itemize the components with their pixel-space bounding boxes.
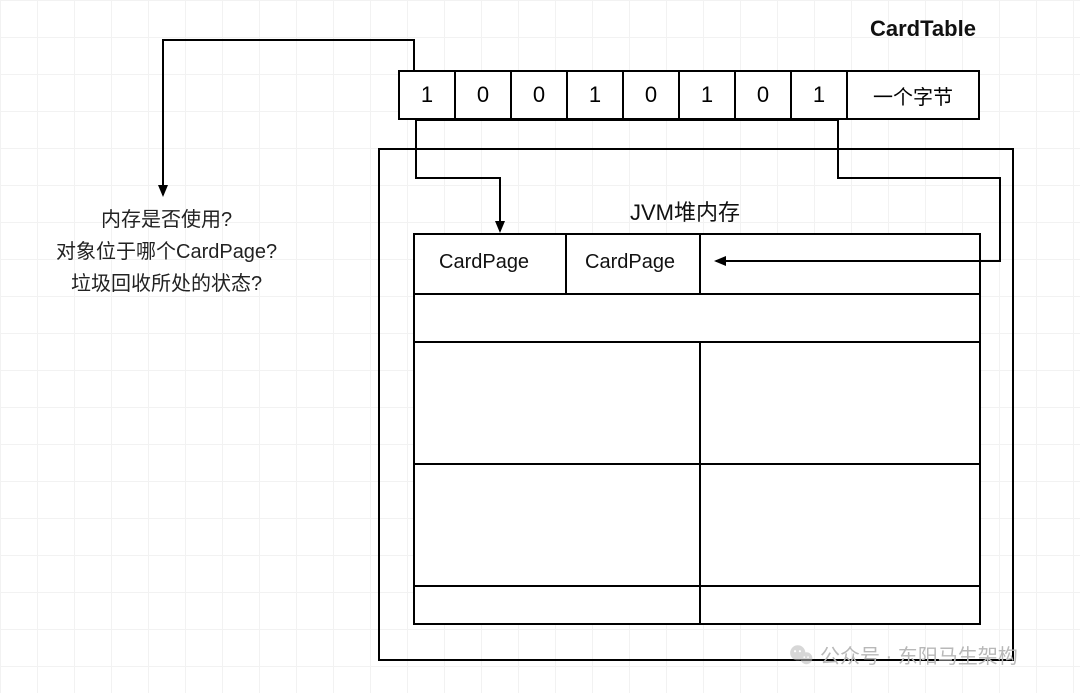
cardtable-bit-6: 0 — [736, 72, 792, 118]
cardtable-bit-2: 0 — [512, 72, 568, 118]
cardpage-label-2: CardPage — [585, 251, 675, 274]
wechat-icon — [788, 642, 814, 668]
cardpage-label-1: CardPage — [439, 251, 529, 274]
question-line-2: 对象位于哪个CardPage? — [56, 236, 277, 268]
watermark-text: 公众号 · 东阳马生架构 — [820, 640, 1018, 669]
arrow-to-questions — [163, 40, 414, 195]
heap-grid: CardPage CardPage — [413, 233, 981, 625]
heap-row-divider — [415, 585, 979, 587]
cardtable-byte-label: 一个字节 — [848, 72, 978, 118]
heap-col-divider — [699, 341, 701, 623]
cardtable-bit-7: 1 — [792, 72, 848, 118]
heap-title: JVM堆内存 — [630, 195, 740, 227]
heap-row-divider — [415, 293, 979, 295]
cardtable-row: 1 0 0 1 0 1 0 1 一个字节 — [398, 70, 980, 120]
question-line-1: 内存是否使用? — [56, 204, 277, 236]
heap-row-divider — [415, 463, 979, 465]
question-block: 内存是否使用? 对象位于哪个CardPage? 垃圾回收所处的状态? — [56, 204, 277, 300]
cardtable-bit-5: 1 — [680, 72, 736, 118]
cardtable-bit-4: 0 — [624, 72, 680, 118]
cardtable-bit-3: 1 — [568, 72, 624, 118]
heap-cardpage-split — [565, 235, 567, 293]
watermark: 公众号 · 东阳马生架构 — [788, 640, 1018, 669]
heap-cardpage-right-border — [699, 235, 701, 293]
cardtable-bit-1: 0 — [456, 72, 512, 118]
heap-row-divider — [415, 341, 979, 343]
diagram-stage: CardTable 1 0 0 1 0 1 0 1 一个字节 内存是否使用? 对… — [0, 0, 1080, 693]
cardtable-bit-0: 1 — [400, 72, 456, 118]
cardtable-title: CardTable — [870, 16, 976, 42]
question-line-3: 垃圾回收所处的状态? — [56, 268, 277, 300]
